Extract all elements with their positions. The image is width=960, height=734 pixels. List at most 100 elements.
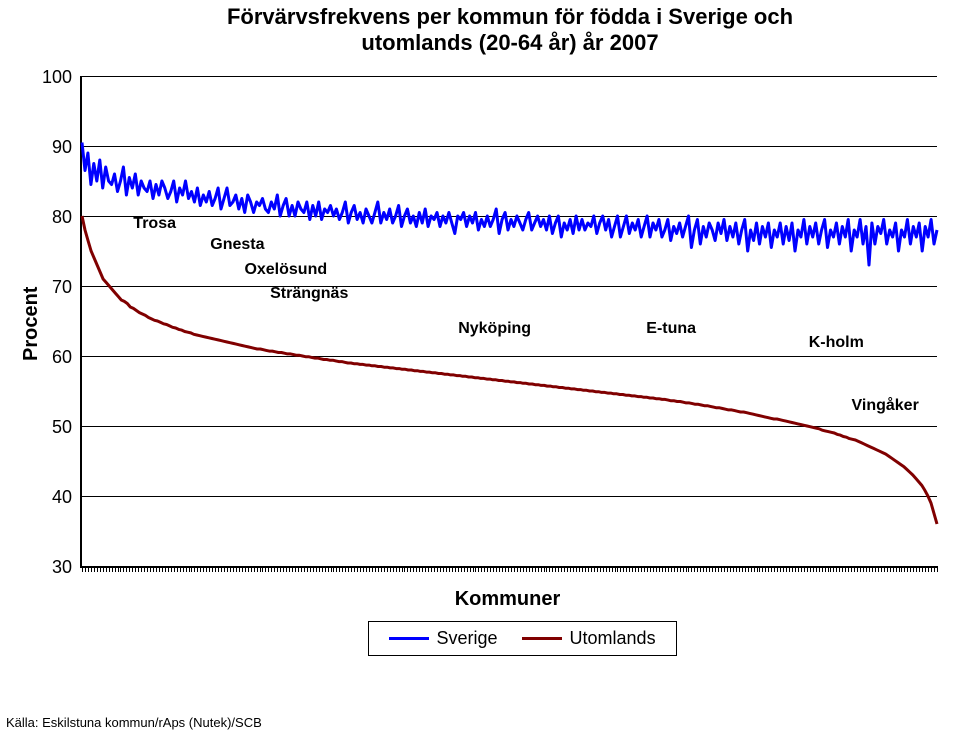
x-tick [354, 566, 355, 572]
x-tick [262, 566, 263, 572]
x-tick [901, 566, 902, 572]
x-tick [674, 566, 675, 572]
x-tick [739, 566, 740, 572]
x-tick [123, 566, 124, 572]
x-tick [517, 566, 518, 572]
x-tick [310, 566, 311, 572]
x-tick [271, 566, 272, 572]
x-tick [268, 566, 269, 572]
x-tick [916, 566, 917, 572]
x-tick [736, 566, 737, 572]
x-tick [612, 566, 613, 572]
x-tick [410, 566, 411, 572]
x-tick [836, 566, 837, 572]
x-tick [526, 566, 527, 572]
x-tick [351, 566, 352, 572]
source-text: Källa: Eskilstuna kommun/rAps (Nutek)/SC… [6, 715, 262, 730]
x-tick [171, 566, 172, 572]
x-tick [523, 566, 524, 572]
x-tick [168, 566, 169, 572]
x-tick [407, 566, 408, 572]
annotation-oxelösund: Oxelösund [244, 261, 327, 279]
x-tick [839, 566, 840, 572]
x-tick [375, 566, 376, 572]
x-tick [295, 566, 296, 572]
x-tick [203, 566, 204, 572]
annotation-e-tuna: E-tuna [646, 320, 696, 338]
x-tick [404, 566, 405, 572]
x-tick [588, 566, 589, 572]
x-tick [709, 566, 710, 572]
legend-item-sverige: Sverige [389, 628, 498, 649]
x-tick [538, 566, 539, 572]
x-tick [419, 566, 420, 572]
x-tick [783, 566, 784, 572]
annotation-vingåker: Vingåker [852, 397, 919, 415]
x-tick [546, 566, 547, 572]
x-tick [283, 566, 284, 572]
x-tick [765, 566, 766, 572]
x-tick [807, 566, 808, 572]
x-tick [668, 566, 669, 572]
x-tick [603, 566, 604, 572]
x-tick [357, 566, 358, 572]
x-tick [703, 566, 704, 572]
x-tick [505, 566, 506, 572]
x-tick [620, 566, 621, 572]
x-tick [248, 566, 249, 572]
x-tick [499, 566, 500, 572]
x-tick [82, 566, 83, 572]
x-tick [653, 566, 654, 572]
x-tick [931, 566, 932, 572]
x-tick [138, 566, 139, 572]
x-tick [742, 566, 743, 572]
x-tick [727, 566, 728, 572]
x-tick [100, 566, 101, 572]
x-tick [112, 566, 113, 572]
x-tick [520, 566, 521, 572]
x-tick [236, 566, 237, 572]
x-tick [265, 566, 266, 572]
x-tick [638, 566, 639, 572]
x-tick [600, 566, 601, 572]
x-tick [328, 566, 329, 572]
x-tick [245, 566, 246, 572]
x-tick [919, 566, 920, 572]
x-tick [925, 566, 926, 572]
x-tick [251, 566, 252, 572]
x-tick [446, 566, 447, 572]
x-tick [470, 566, 471, 572]
x-tick [759, 566, 760, 572]
x-tick [322, 566, 323, 572]
y-tick-label: 70 [32, 277, 72, 298]
legend-item-utomlands: Utomlands [522, 628, 656, 649]
x-tick [789, 566, 790, 572]
x-tick [632, 566, 633, 572]
x-tick [431, 566, 432, 572]
x-tick [449, 566, 450, 572]
series-utomlands [82, 216, 937, 524]
x-tick [484, 566, 485, 572]
x-tick [830, 566, 831, 572]
x-tick [316, 566, 317, 572]
x-tick [774, 566, 775, 572]
annotation-trosa: Trosa [133, 215, 176, 233]
x-tick [363, 566, 364, 572]
annotation-strängnäs: Strängnäs [270, 285, 348, 303]
x-tick [845, 566, 846, 572]
x-tick [813, 566, 814, 572]
x-tick [549, 566, 550, 572]
y-tick-label: 100 [32, 67, 72, 88]
x-tick [555, 566, 556, 572]
x-tick [132, 566, 133, 572]
y-tick-label: 90 [32, 137, 72, 158]
x-tick [863, 566, 864, 572]
legend-label: Utomlands [570, 628, 656, 649]
x-tick [200, 566, 201, 572]
x-tick [298, 566, 299, 572]
x-tick [677, 566, 678, 572]
x-tick [345, 566, 346, 572]
x-tick [440, 566, 441, 572]
x-tick [617, 566, 618, 572]
x-tick [680, 566, 681, 572]
